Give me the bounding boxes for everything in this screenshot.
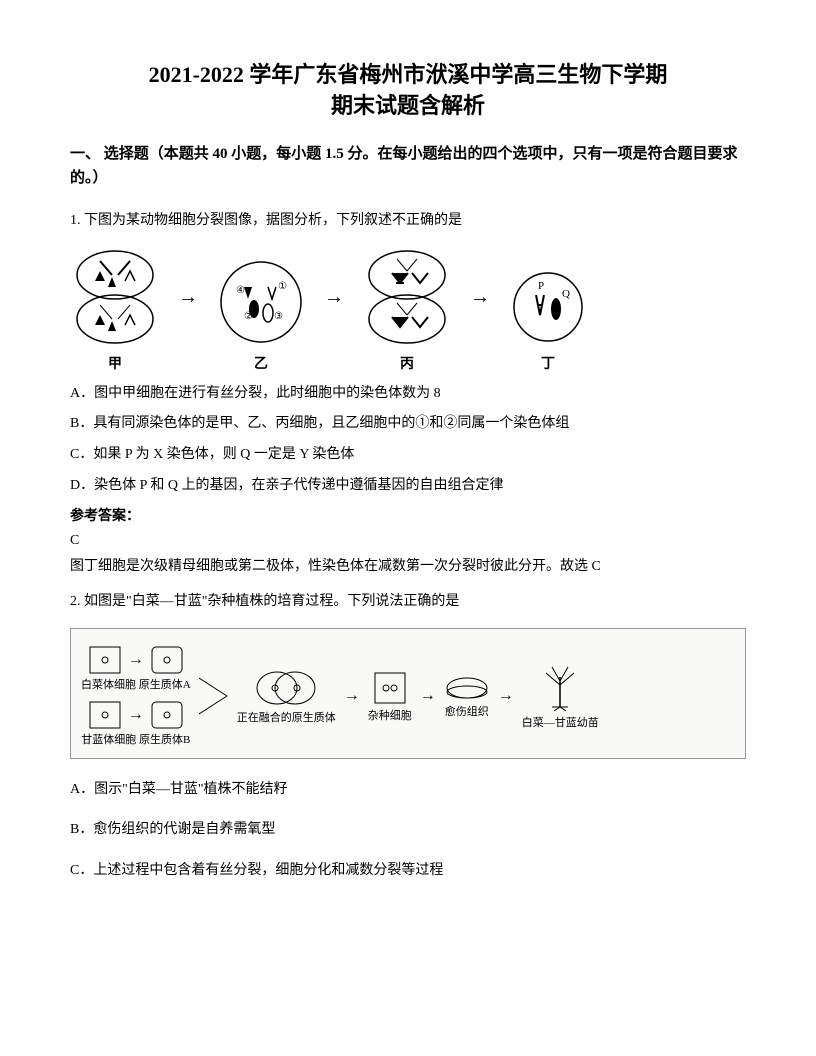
- arrow-icon: →: [420, 687, 436, 705]
- label-bing: 丙: [400, 353, 414, 373]
- seedling-icon: [538, 663, 582, 711]
- q2-opt-a: A．图示"白菜—甘蓝"植株不能结籽: [70, 777, 746, 804]
- q2-figure: → 白菜体细胞 原生质体A → 甘蓝体细胞 原生质体B: [70, 628, 746, 759]
- protoA-icon: [150, 645, 184, 675]
- q1-answer-explain: 图丁细胞是次级精母细胞或第二极体，性染色体在减数第一次分裂时彼此分开。故选 C: [70, 555, 746, 579]
- label-ganlan: 甘蓝体细胞: [81, 734, 136, 746]
- label-fusing: 正在融合的原生质体: [237, 711, 336, 725]
- q1-opt-a: A．图中甲细胞在进行有丝分裂，此时细胞中的染色体数为 8: [70, 381, 746, 408]
- merge-lines-icon: [199, 666, 229, 726]
- cell-bing: 丙: [362, 247, 452, 373]
- fusing-icon: [251, 668, 321, 708]
- col-left-cells: → 白菜体细胞 原生质体A → 甘蓝体细胞 原生质体B: [81, 645, 191, 748]
- cell-ding: P Q 丁: [508, 267, 588, 373]
- label-protoA: 原生质体A: [139, 679, 191, 691]
- q1-stem: 1. 下图为某动物细胞分裂图像，据图分析，下列叙述不正确的是: [70, 208, 746, 233]
- svg-text:③: ③: [274, 311, 283, 322]
- cell-bing-svg: [362, 247, 452, 347]
- svg-text:Q: Q: [562, 288, 570, 300]
- col-callus: 愈伤组织: [444, 674, 490, 719]
- cell-jia-svg: [70, 247, 160, 347]
- q2-opt-b: B．愈伤组织的代谢是自养需氧型: [70, 817, 746, 844]
- q2-opt-c: C．上述过程中包含着有丝分裂，细胞分化和减数分裂等过程: [70, 858, 746, 885]
- q1-figure: 甲 → ① ② ③ ④ 乙 → 丙: [70, 247, 746, 373]
- protoB-icon: [150, 700, 184, 730]
- col-fusing: 正在融合的原生质体: [237, 668, 336, 725]
- label-baicai: 白菜体细胞: [81, 679, 136, 691]
- svg-text:④: ④: [236, 285, 245, 296]
- arrow-icon: →: [324, 286, 344, 309]
- arrow-icon: →: [470, 286, 490, 309]
- arrow-icon: →: [178, 286, 198, 309]
- q1-opt-b: B．具有同源染色体的是甲、乙、丙细胞，且乙细胞中的①和②同属一个染色体组: [70, 411, 746, 438]
- arrow-icon: →: [128, 651, 144, 669]
- q2-stem: 2. 如图是"白菜—甘蓝"杂种植株的培育过程。下列说法正确的是: [70, 589, 746, 614]
- label-callus: 愈伤组织: [445, 705, 489, 719]
- col-seedling: 白菜—甘蓝幼苗: [522, 663, 599, 730]
- section-header: 一、 选择题（本题共 40 小题，每小题 1.5 分。在每小题给出的四个选项中，…: [70, 142, 746, 190]
- page-title: 2021-2022 学年广东省梅州市洑溪中学高三生物下学期 期末试题含解析: [70, 60, 746, 122]
- label-seedling: 白菜—甘蓝幼苗: [522, 716, 599, 730]
- arrow-icon: →: [498, 687, 514, 705]
- arrow-icon: →: [128, 706, 144, 724]
- label-jia: 甲: [108, 353, 122, 373]
- col-hybrid: 杂种细胞: [368, 670, 412, 723]
- label-protoB: 原生质体B: [139, 734, 190, 746]
- q1-opt-c: C．如果 P 为 X 染色体，则 Q 一定是 Y 染色体: [70, 442, 746, 469]
- label-yi: 乙: [254, 353, 268, 373]
- callus-icon: [444, 674, 490, 702]
- q1-answer-letter: C: [70, 533, 746, 549]
- cell-yi-svg: ① ② ③ ④: [216, 257, 306, 347]
- cell-yi: ① ② ③ ④ 乙: [216, 257, 306, 373]
- svg-text:①: ①: [278, 281, 287, 292]
- svg-text:②: ②: [244, 311, 253, 322]
- q1-answer-label: 参考答案：: [70, 505, 746, 525]
- q1-opt-d: D．染色体 P 和 Q 上的基因，在亲子代传递中遵循基因的自由组合定律: [70, 473, 746, 500]
- ganlan-cell-icon: [88, 700, 122, 730]
- hybrid-cell-icon: [372, 670, 408, 706]
- cell-jia: 甲: [70, 247, 160, 373]
- arrow-icon: →: [344, 687, 360, 705]
- svg-text:P: P: [538, 280, 544, 292]
- title-line-1: 2021-2022 学年广东省梅州市洑溪中学高三生物下学期: [149, 62, 668, 87]
- baicai-cell-icon: [88, 645, 122, 675]
- title-line-2: 期末试题含解析: [331, 93, 485, 118]
- label-ding: 丁: [541, 353, 555, 373]
- label-hybrid: 杂种细胞: [368, 709, 412, 723]
- cell-ding-svg: P Q: [508, 267, 588, 347]
